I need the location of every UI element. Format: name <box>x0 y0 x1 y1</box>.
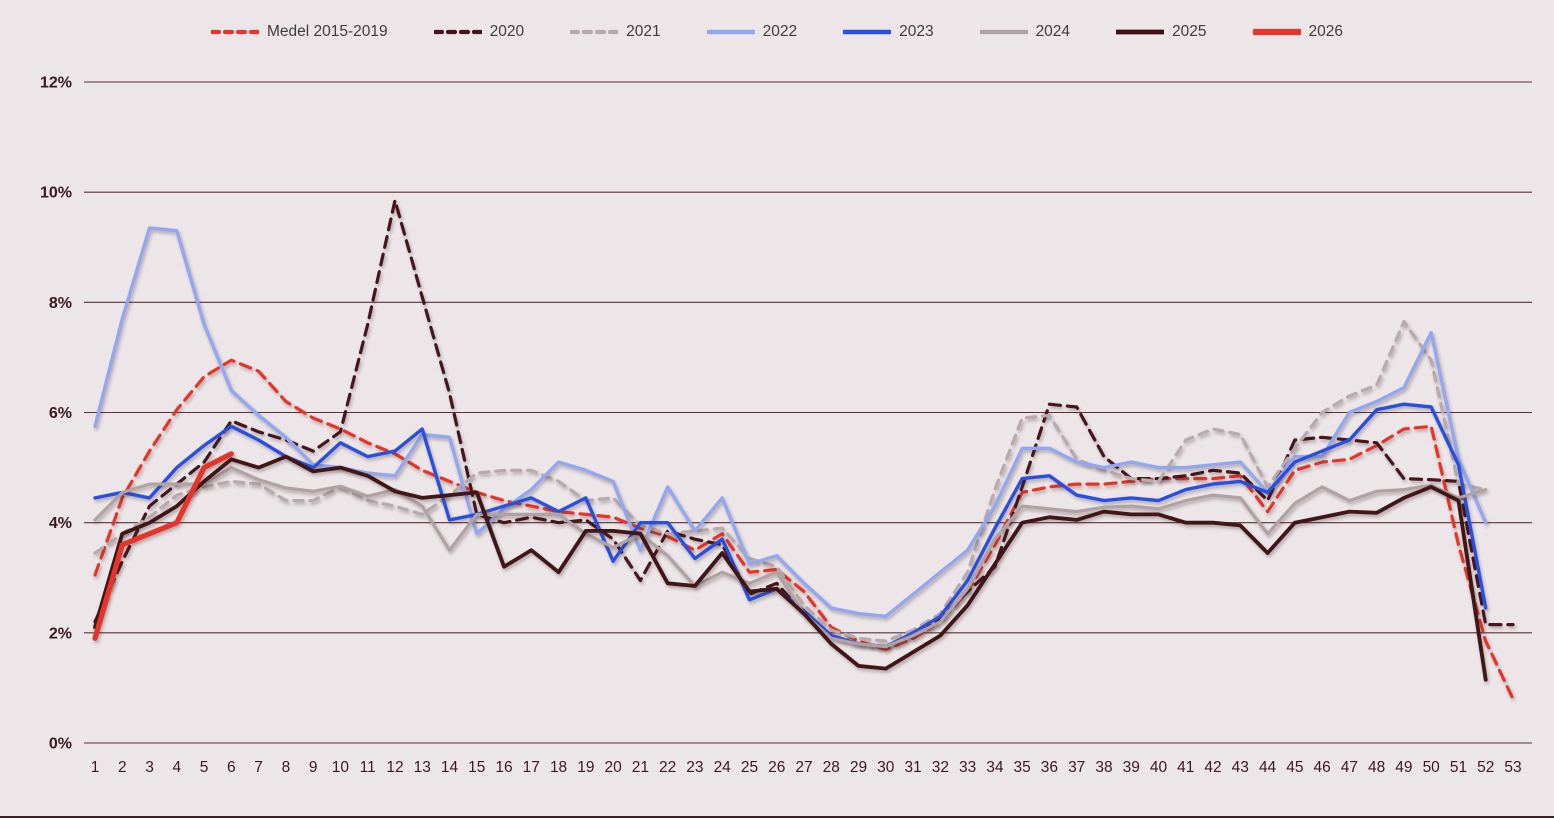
y-axis-label: 6% <box>49 405 72 422</box>
legend-item-2020: 2020 <box>433 23 525 41</box>
x-axis-label: 13 <box>414 759 431 776</box>
legend-line-swatch-icon <box>843 29 892 35</box>
x-axis-label: 48 <box>1368 759 1385 776</box>
legend-item-label: 2025 <box>1172 23 1207 40</box>
x-axis-label: 45 <box>1286 759 1303 776</box>
x-axis-label: 46 <box>1313 759 1330 776</box>
legend-item-label: 2024 <box>1035 23 1071 40</box>
legend-line-swatch-icon <box>210 29 259 35</box>
legend-line-swatch-icon <box>979 29 1028 35</box>
x-axis-label: 33 <box>959 759 976 776</box>
y-axis-label: 4% <box>49 515 72 532</box>
x-axis-label: 44 <box>1259 759 1277 776</box>
series-line-2024 <box>93 466 1488 649</box>
legend-item-2024: 2024 <box>979 23 1071 41</box>
legend-line-swatch-icon <box>1116 29 1165 35</box>
legend-item-label: 2026 <box>1308 23 1344 40</box>
y-axis-label: 8% <box>49 295 72 312</box>
x-axis-label: 28 <box>823 759 840 776</box>
x-axis-label: 39 <box>1123 759 1140 776</box>
x-axis-label: 32 <box>932 759 949 776</box>
x-axis-label: 5 <box>200 759 209 776</box>
x-axis-label: 38 <box>1095 759 1112 776</box>
x-axis-label: 3 <box>145 759 154 776</box>
x-axis-label: 50 <box>1423 759 1441 776</box>
series-line-2022 <box>93 226 1488 618</box>
x-axis-label: 53 <box>1504 759 1521 776</box>
x-axis-label: 16 <box>495 759 512 776</box>
x-axis-label: 42 <box>1204 759 1221 776</box>
x-axis-label: 36 <box>1041 759 1058 776</box>
series-line-2026 <box>92 451 234 641</box>
legend-item-2026: 2026 <box>1252 23 1344 41</box>
x-axis-label: 6 <box>227 759 236 776</box>
x-axis-label: 15 <box>468 759 485 776</box>
legend-line-swatch-icon <box>433 29 482 35</box>
legend-item-2025: 2025 <box>1116 23 1207 41</box>
y-axis-label: 0% <box>49 736 72 753</box>
y-axis-label: 10% <box>40 185 72 202</box>
series-line-2025 <box>93 454 1488 682</box>
x-axis-label: 49 <box>1395 759 1412 776</box>
x-axis-label: 30 <box>877 759 895 776</box>
legend-item-2022: 2022 <box>706 23 798 41</box>
x-axis-label: 2 <box>118 759 127 776</box>
x-axis-label: 20 <box>604 759 622 776</box>
x-axis-label: 37 <box>1068 759 1085 776</box>
legend-line-swatch-icon <box>570 29 619 35</box>
x-axis-label: 51 <box>1450 759 1467 776</box>
x-axis-label: 22 <box>659 759 676 776</box>
x-axis-label: 1 <box>91 759 100 776</box>
chart-legend: Medel 2015-2019 2020 2021 2022 2023 2024 2025 2… <box>0 14 1554 50</box>
x-axis-label: 31 <box>904 759 921 776</box>
x-axis-label: 18 <box>550 759 567 776</box>
x-axis-label: 23 <box>686 759 703 776</box>
x-axis-label: 11 <box>360 759 376 776</box>
legend-line-swatch-icon <box>1252 28 1301 36</box>
x-axis-label: 34 <box>986 759 1004 776</box>
x-axis-label: 21 <box>632 759 649 776</box>
x-axis-label: 43 <box>1232 759 1249 776</box>
x-axis-label: 7 <box>254 759 263 776</box>
x-axis-label: 26 <box>768 759 785 776</box>
x-axis-label: 4 <box>172 759 181 776</box>
legend-item-label: 2023 <box>899 23 934 40</box>
legend-item-label: 2022 <box>762 23 798 40</box>
legend-item-label: 2021 <box>626 23 661 40</box>
x-axis-label: 9 <box>309 759 318 776</box>
x-axis-label: 40 <box>1150 759 1168 776</box>
x-axis-label: 19 <box>577 759 594 776</box>
x-axis-label: 17 <box>523 759 540 776</box>
series-line-2020 <box>93 198 1515 649</box>
legend-item-2023: 2023 <box>843 23 934 41</box>
y-axis-label: 12% <box>40 75 72 92</box>
x-axis-label: 41 <box>1177 759 1194 776</box>
legend-line-swatch-icon <box>706 29 755 35</box>
x-axis-label: 27 <box>795 759 812 776</box>
x-axis-label: 29 <box>850 759 867 776</box>
x-axis-label: 8 <box>282 759 291 776</box>
legend-item-label: Medel 2015-2019 <box>266 23 388 40</box>
x-axis-label: 47 <box>1341 759 1358 776</box>
x-axis-label: 24 <box>714 759 732 776</box>
legend-item-medel-2015-2019: Medel 2015-2019 <box>210 23 388 41</box>
y-axis-label: 2% <box>49 625 72 642</box>
legend-item-2021: 2021 <box>570 23 661 41</box>
x-axis-label: 14 <box>441 759 459 776</box>
x-axis-label: 12 <box>386 759 403 776</box>
bottom-border <box>0 816 1554 818</box>
x-axis-label: 52 <box>1477 759 1494 776</box>
legend-item-label: 2020 <box>489 23 525 40</box>
series-line-2021 <box>93 320 1488 643</box>
x-axis-label: 10 <box>332 759 350 776</box>
x-axis-label: 35 <box>1014 759 1031 776</box>
x-axis-label: 25 <box>741 759 758 776</box>
series-line-medel-2015-2019 <box>93 358 1515 701</box>
